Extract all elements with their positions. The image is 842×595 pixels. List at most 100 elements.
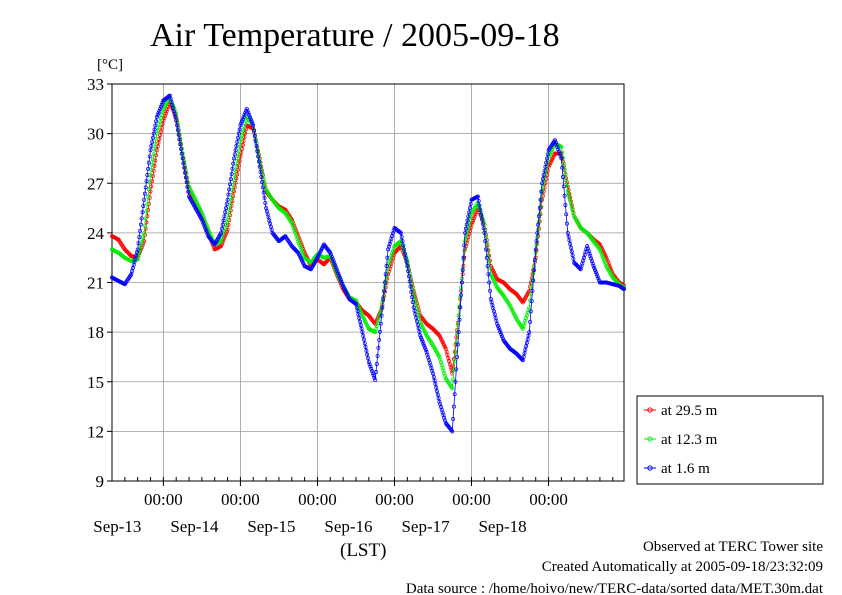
- data-point: [149, 144, 154, 148]
- data-point: [585, 244, 590, 249]
- data-point: [261, 190, 266, 195]
- data-point: [227, 207, 232, 212]
- data-point: [432, 378, 437, 383]
- data-point: [234, 163, 239, 168]
- data-point: [299, 247, 304, 252]
- data-point: [240, 119, 244, 124]
- data-point: [384, 274, 389, 279]
- data-point: [458, 305, 463, 310]
- data-point: [601, 257, 606, 262]
- data-point: [232, 156, 236, 161]
- data-point: [224, 231, 228, 236]
- data-point: [337, 273, 342, 278]
- data-point: [181, 161, 186, 166]
- data-point: [488, 258, 492, 263]
- data-point: [418, 333, 423, 338]
- data-point: [451, 357, 456, 361]
- data-point: [456, 313, 461, 318]
- data-point: [237, 127, 242, 132]
- data-point: [600, 253, 605, 258]
- data-point: [597, 247, 602, 252]
- data-point: [184, 180, 189, 185]
- data-point: [561, 175, 565, 179]
- data-point: [570, 253, 575, 258]
- data-point: [290, 223, 295, 228]
- data-point: [487, 259, 492, 264]
- data-point: [457, 304, 462, 309]
- data-point: [140, 210, 145, 215]
- data-point: [463, 226, 468, 231]
- data-point: [236, 163, 241, 168]
- data-point: [357, 306, 362, 311]
- data-point: [406, 269, 411, 274]
- data-point: [406, 267, 411, 272]
- y-tick-label: 30: [87, 125, 104, 144]
- data-point: [540, 177, 545, 182]
- grid-lines: [112, 84, 624, 481]
- data-point: [455, 354, 460, 359]
- data-point: [301, 251, 305, 256]
- data-point: [154, 153, 159, 158]
- data-point: [355, 309, 360, 313]
- data-point: [563, 203, 568, 207]
- data-point: [292, 227, 297, 232]
- data-point: [220, 222, 225, 227]
- data-point: [593, 270, 598, 275]
- data-point: [530, 288, 535, 293]
- data-point: [246, 110, 251, 115]
- data-point: [359, 326, 364, 331]
- data-point: [524, 344, 529, 349]
- data-point: [466, 214, 471, 219]
- data-point: [152, 147, 157, 152]
- data-point: [459, 280, 464, 285]
- data-point: [571, 256, 576, 261]
- data-point: [450, 386, 455, 391]
- data-point: [252, 133, 257, 138]
- data-point: [400, 239, 405, 244]
- data-point: [398, 230, 403, 235]
- series-line: [111, 94, 625, 433]
- data-point: [139, 216, 144, 221]
- data-point: [387, 242, 392, 246]
- data-point: [263, 184, 268, 189]
- data-point: [289, 220, 294, 225]
- legend-swatch-marker: [647, 465, 653, 471]
- data-point: [529, 284, 534, 289]
- data-point: [472, 214, 477, 219]
- data-point: [226, 212, 231, 217]
- data-point: [219, 239, 224, 244]
- data-point: [175, 127, 180, 132]
- legend-label: at 1.6 m: [661, 461, 710, 477]
- data-point: [151, 131, 156, 136]
- data-point: [237, 159, 242, 164]
- y-axis: 9 12 15 18 21 24 27 30 33: [87, 75, 112, 491]
- data-point: [175, 123, 179, 128]
- data-point: [243, 131, 248, 136]
- data-point: [452, 392, 457, 397]
- data-point: [533, 247, 538, 252]
- data-point: [453, 379, 458, 384]
- data-point: [150, 157, 155, 162]
- data-point: [589, 259, 594, 263]
- series-line: [111, 101, 625, 374]
- x-tick-time-label: 00:00: [452, 490, 491, 509]
- data-point: [300, 249, 305, 254]
- data-point: [469, 222, 474, 227]
- data-point: [544, 160, 549, 165]
- data-point: [183, 175, 188, 180]
- x-tick-date-label: Sep-13: [93, 517, 141, 536]
- data-point: [227, 187, 232, 192]
- data-point: [377, 337, 382, 342]
- data-point: [559, 156, 564, 161]
- data-point: [556, 147, 561, 152]
- data-point: [373, 378, 378, 383]
- data-point: [233, 148, 238, 153]
- data-point: [557, 151, 562, 156]
- legend-label: at 12.3 m: [661, 432, 718, 448]
- data-point: [337, 275, 342, 280]
- data-point: [386, 261, 391, 266]
- data-point: [415, 319, 419, 324]
- data-point: [569, 249, 574, 254]
- data-point: [408, 284, 413, 289]
- data-point: [522, 351, 527, 356]
